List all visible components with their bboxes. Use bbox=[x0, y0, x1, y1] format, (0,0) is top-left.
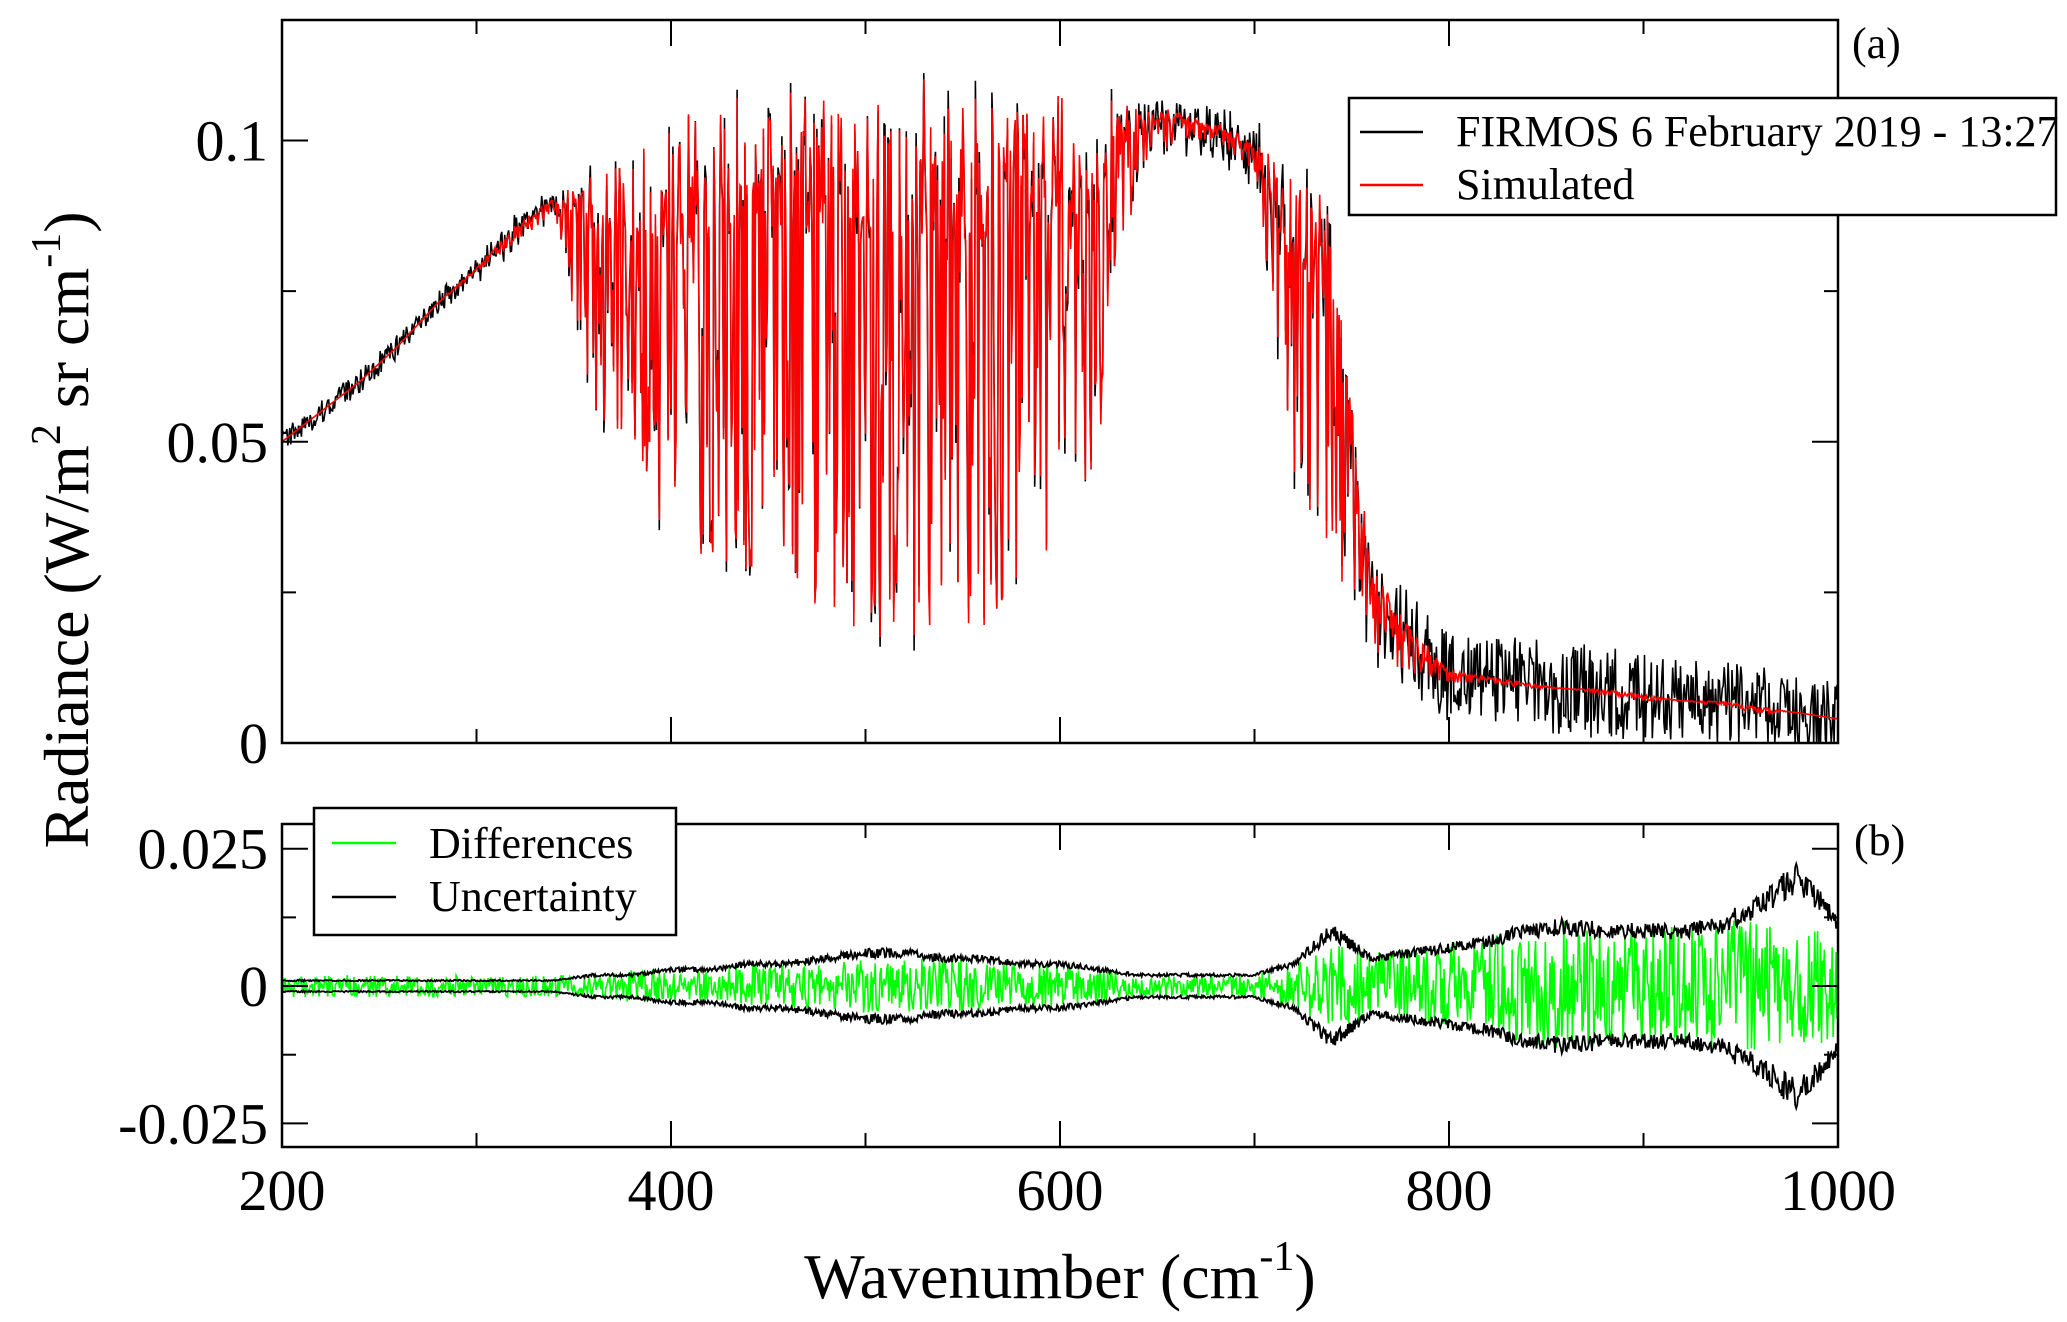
y-tick-label: 0 bbox=[239, 711, 268, 776]
x-tick-label: 800 bbox=[1406, 1158, 1493, 1223]
legend-label-simulated: Simulated bbox=[1456, 160, 1634, 209]
panel-b-label: (b) bbox=[1854, 816, 1905, 865]
y-tick-label: 0.05 bbox=[167, 410, 269, 475]
x-tick-label: 1000 bbox=[1780, 1158, 1896, 1223]
x-tick-label: 600 bbox=[1017, 1158, 1104, 1223]
legend-a: FIRMOS 6 February 2019 - 13:27 Simulated bbox=[1347, 96, 2059, 217]
series-simulated-line bbox=[282, 79, 1838, 720]
series-firmos-line bbox=[282, 73, 1838, 743]
series-differences-line bbox=[282, 920, 1838, 1050]
series-uncertainty-upper-line bbox=[282, 860, 1838, 984]
legend-label-uncertainty: Uncertainty bbox=[429, 872, 637, 921]
x-tick-label: 400 bbox=[628, 1158, 715, 1223]
legend-b: Differences Uncertainty bbox=[312, 806, 678, 937]
legend-label-firmos: FIRMOS 6 February 2019 - 13:27 bbox=[1456, 107, 2059, 156]
panel-b-plot-area: 200 400 600 800 1000 -0.025 0 0.025 bbox=[118, 817, 1896, 1223]
x-axis-label: Wavenumber (cm-1) bbox=[804, 1234, 1315, 1312]
y-tick-label: 0.025 bbox=[138, 817, 269, 882]
legend-label-differences: Differences bbox=[429, 819, 633, 868]
legend-b-box bbox=[312, 806, 678, 937]
panel-a-plot-area: 0 0.05 0.1 bbox=[167, 18, 1840, 776]
x-tick-label: 200 bbox=[239, 1158, 326, 1223]
panel-a-label: (a) bbox=[1852, 19, 1901, 68]
y-tick-label: 0 bbox=[239, 954, 268, 1019]
y-tick-label: 0.1 bbox=[196, 109, 269, 174]
y-tick-label: -0.025 bbox=[118, 1091, 268, 1156]
legend-a-box bbox=[1347, 96, 2058, 217]
y-axis-label: Radiance (W/m2 sr cm-1) bbox=[24, 211, 102, 848]
series-uncertainty-lower-line bbox=[282, 989, 1838, 1112]
